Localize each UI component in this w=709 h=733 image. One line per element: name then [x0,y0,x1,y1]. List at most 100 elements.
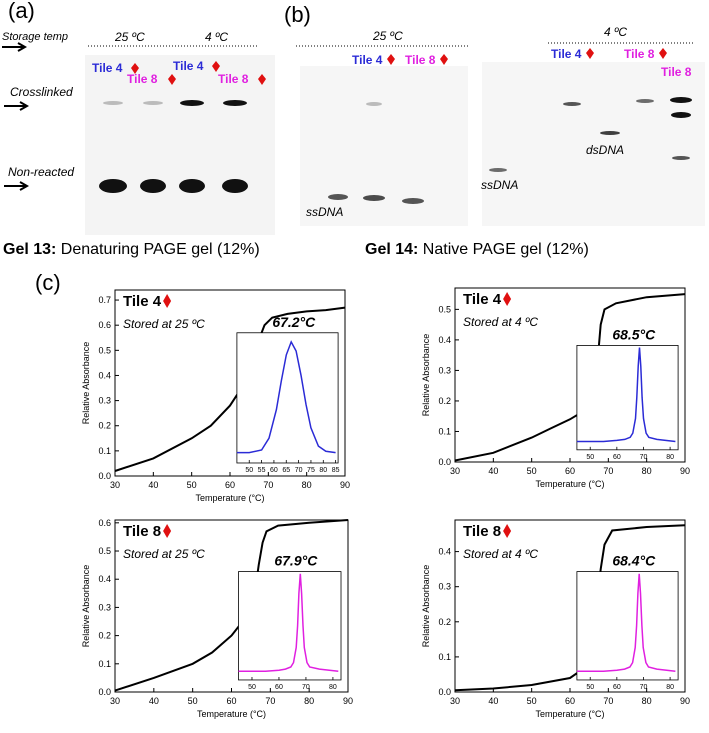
inset-x-tick-label: 70 [295,467,303,474]
y-tick-label: 0.1 [98,659,111,669]
y-tick-label: 0.5 [98,546,111,556]
y-tick-label: 0.4 [98,370,111,380]
x-tick-label: 90 [680,696,690,706]
inset-x-tick-label: 70 [640,684,648,691]
lane-label: Tile 4 [551,47,582,61]
y-tick-label: 0.3 [98,396,111,406]
x-tick-label: 70 [603,696,613,706]
x-tick-label: 90 [680,466,690,476]
gel-band [600,131,620,135]
temp-label: 25 ºC [114,30,145,44]
y-tick-label: 0.6 [98,320,111,330]
y-tick-label: 0.5 [438,304,451,314]
gel-band [223,100,247,106]
storage-label: Storage temp [2,31,68,43]
band-label: dsDNA [586,143,624,157]
x-tick-label: 50 [187,480,197,490]
chart-title: Tile 8 [463,523,501,540]
inset-x-tick-label: 65 [282,467,290,474]
y-tick-label: 0.0 [438,457,451,467]
lane-label: Tile 8 [661,65,692,79]
x-tick-label: 60 [565,696,575,706]
x-axis-label: Temperature (°C) [535,479,604,489]
y-tick-label: 0.3 [438,582,451,592]
inset-curve [236,340,336,454]
panel-label: (a) [8,0,35,23]
inset-x-tick-label: 60 [613,684,621,691]
band-label: ssDNA [481,178,518,192]
caption: Gel 13: Denaturing PAGE gel (12%) [3,241,260,258]
diamond [163,524,172,538]
x-tick-label: 50 [527,466,537,476]
inset-x-tick-label: 80 [666,684,674,691]
x-tick-label: 80 [642,466,652,476]
y-tick-label: 0.4 [438,335,451,345]
x-tick-label: 70 [603,466,613,476]
y-tick-label: 0.7 [98,295,111,305]
lane-label: Tile 8 [218,72,249,86]
y-tick-label: 0.4 [98,574,111,584]
annotation: 68.4°C [612,553,656,569]
y-axis-label: Relative Absorbance [421,334,431,417]
y-tick-label: 0.5 [98,345,111,355]
y-tick-label: 0.1 [438,652,451,662]
lane-label: Tile 4 [173,59,204,73]
x-tick-label: 30 [110,480,120,490]
gel-band [670,97,692,103]
x-tick-label: 60 [225,480,235,490]
y-axis-label: Relative Absorbance [421,565,431,648]
x-tick-label: 80 [642,696,652,706]
diamond [659,48,667,59]
caption: Gel 14: Native PAGE gel (12%) [365,241,589,258]
gel-band [328,194,348,200]
inset-curve [576,347,676,443]
x-tick-label: 90 [343,696,353,706]
chart-title: Tile 4 [463,291,502,308]
row-label: Non-reacted [8,165,74,179]
inset-x-tick-label: 50 [245,467,253,474]
inset-x-tick-label: 50 [586,454,594,461]
inset-x-tick-label: 60 [275,684,283,691]
y-tick-label: 0.2 [98,421,111,431]
gel-band [489,168,507,172]
y-tick-label: 0.3 [438,365,451,375]
inset-x-tick-label: 50 [586,684,594,691]
inset-x-tick-label: 80 [329,684,337,691]
inset-x-tick-label: 85 [332,467,340,474]
gel-band [222,179,248,193]
inset-x-tick-label: 70 [640,454,648,461]
diamond [168,74,176,85]
y-tick-label: 0.1 [438,426,451,436]
x-tick-label: 80 [304,696,314,706]
x-tick-label: 30 [110,696,120,706]
x-tick-label: 30 [450,466,460,476]
arrow [4,101,30,111]
gel-image [482,62,705,226]
arrow [4,181,30,191]
inset-frame [236,332,339,464]
inset-x-tick-label: 75 [307,467,315,474]
diamond [131,63,139,74]
inset-x-tick-label: 80 [319,467,327,474]
y-tick-label: 0.3 [98,602,111,612]
gel-band [672,156,690,160]
inset-x-tick-label: 55 [258,467,266,474]
y-axis-label: Relative Absorbance [81,565,91,648]
inset-x-tick-label: 80 [666,454,674,461]
y-tick-label: 0.2 [438,396,451,406]
diamond [387,54,395,65]
y-tick-label: 0.2 [98,631,111,641]
lane-label: Tile 4 [92,61,123,75]
chart-subtitle: Stored at 4 ºC [463,315,538,329]
x-tick-label: 40 [149,696,159,706]
gel-band [103,101,123,105]
gel-band [99,179,127,193]
diamond [586,48,594,59]
chart-title: Tile 8 [123,523,161,540]
y-tick-label: 0.0 [98,687,111,697]
chart-subtitle: Stored at 4 ºC [463,547,538,561]
x-axis-label: Temperature (°C) [197,709,266,719]
x-tick-label: 60 [565,466,575,476]
x-tick-label: 70 [265,696,275,706]
x-tick-label: 50 [188,696,198,706]
